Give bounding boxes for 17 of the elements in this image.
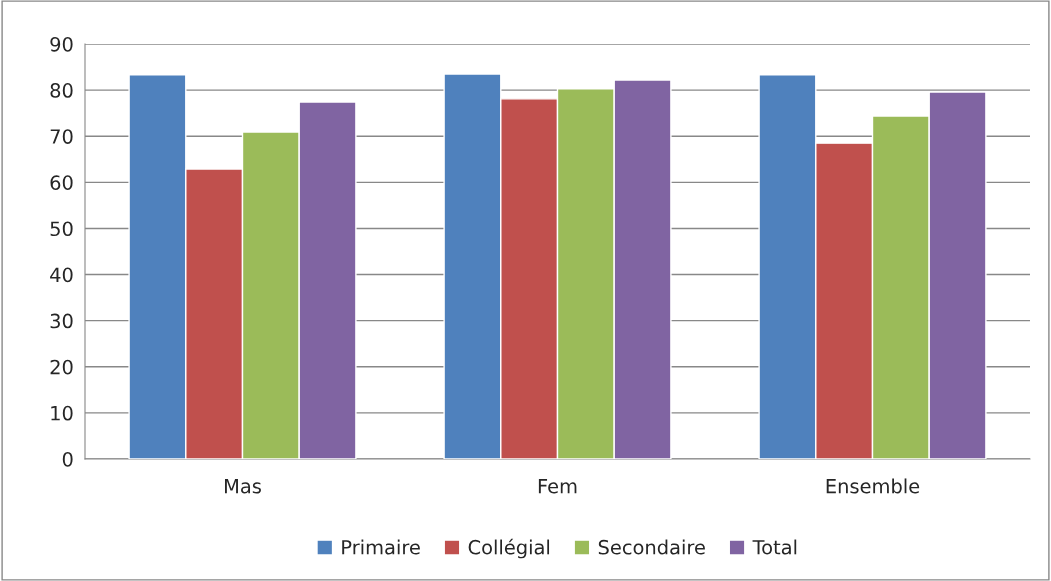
x-tick-label: Fem [538,479,577,494]
y-tick-label: 30 [50,313,73,329]
y-tick-label: 0 [62,451,73,467]
y-tick-label: 10 [51,405,73,421]
y-tick-label: 60 [50,175,73,190]
y-tick-label: 40 [50,267,73,283]
x-tick-label: Ensemble [826,478,920,494]
legend-label: Total [752,539,797,555]
y-tick-label: 50 [50,221,73,237]
legend-label: Secondaire [598,539,705,555]
legend-label: Primaire [342,539,420,555]
y-tick-label: 70 [50,129,73,144]
y-tick-label: 20 [50,359,73,375]
legend-label: Collégial [468,538,550,559]
y-tick-label: 90 [50,36,73,52]
y-tick-label: 80 [50,83,73,98]
x-tick-label: Mas [225,479,261,494]
